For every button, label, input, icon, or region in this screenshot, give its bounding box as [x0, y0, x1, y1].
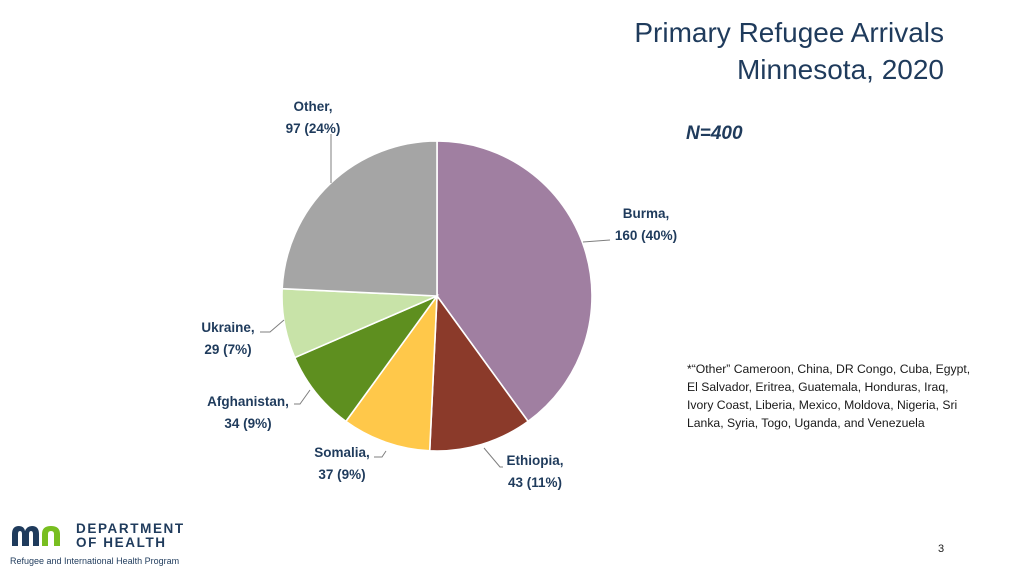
- pie-slice-somalia: [344, 293, 438, 452]
- pie-slice-burma: [436, 140, 593, 423]
- slice-label-other: Other,: [293, 99, 332, 114]
- logo-department-text: DEPARTMENT OF HEALTH: [76, 522, 185, 550]
- pie-slice-ethiopia: [428, 293, 530, 452]
- leader-line-afghanistan: [294, 389, 311, 405]
- leader-line-ethiopia: [483, 447, 503, 468]
- slice-value-ethiopia: 43 (11%): [508, 475, 562, 490]
- slice-label-somalia: Somalia,: [314, 445, 370, 460]
- mn-logo-mark-icon: [12, 526, 60, 546]
- slice-label-ukraine: Ukraine,: [201, 320, 254, 335]
- pie-slice-other: [281, 140, 438, 297]
- leader-line-ukraine: [260, 319, 285, 333]
- slice-label-ethiopia: Ethiopia,: [507, 453, 564, 468]
- sample-size-label: N=400: [686, 123, 743, 144]
- slice-value-burma: 160 (40%): [615, 228, 677, 243]
- other-countries-footnote: *“Other” Cameroon, China, DR Congo, Cuba…: [687, 362, 971, 430]
- slide-title-line2: Minnesota, 2020: [736, 54, 944, 85]
- logo-line2: OF HEALTH: [76, 535, 167, 550]
- mdh-logo: DEPARTMENT OF HEALTH Refugee and Interna…: [10, 520, 210, 570]
- slice-value-ukraine: 29 (7%): [204, 342, 251, 357]
- logo-line1: DEPARTMENT: [76, 521, 185, 536]
- leader-line-somalia: [374, 450, 387, 458]
- slide-title: Primary Refugee Arrivals Minnesota, 2020: [634, 14, 944, 88]
- logo-program-name: Refugee and International Health Program: [10, 556, 180, 566]
- slice-value-somalia: 37 (9%): [318, 467, 365, 482]
- slide-title-line1: Primary Refugee Arrivals: [634, 17, 944, 48]
- page-number: 3: [938, 543, 945, 555]
- slice-value-afghanistan: 34 (9%): [224, 416, 271, 431]
- slice-label-burma: Burma,: [623, 206, 670, 221]
- leader-line-burma: [582, 239, 611, 243]
- slice-label-afghanistan: Afghanistan,: [207, 394, 289, 409]
- slice-value-other: 97 (24%): [286, 121, 341, 136]
